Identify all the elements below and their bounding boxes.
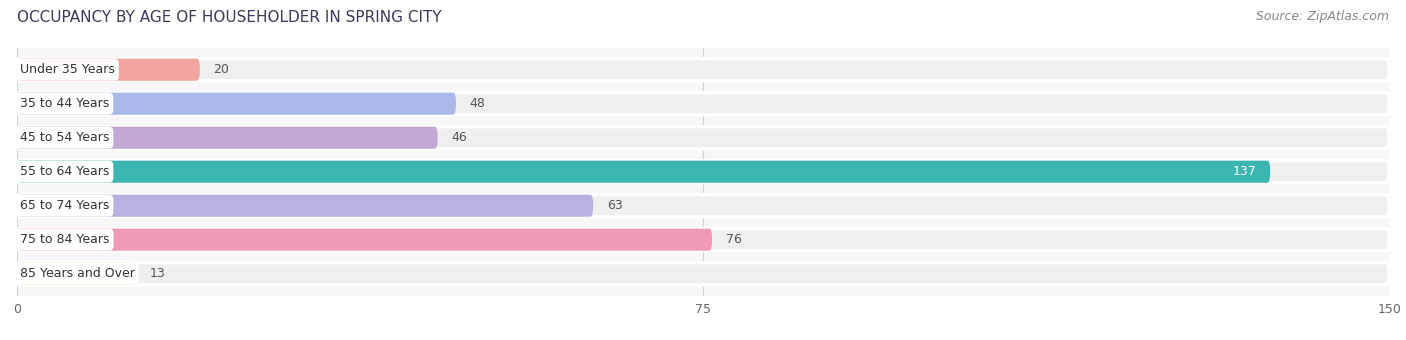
Text: OCCUPANCY BY AGE OF HOUSEHOLDER IN SPRING CITY: OCCUPANCY BY AGE OF HOUSEHOLDER IN SPRIN… [17, 10, 441, 25]
FancyBboxPatch shape [17, 194, 1389, 217]
Text: 48: 48 [470, 97, 485, 110]
Text: 63: 63 [607, 199, 623, 212]
Text: 75 to 84 Years: 75 to 84 Years [20, 233, 110, 246]
Text: 85 Years and Over: 85 Years and Over [20, 267, 135, 280]
Text: Source: ZipAtlas.com: Source: ZipAtlas.com [1256, 10, 1389, 23]
Text: 76: 76 [725, 233, 742, 246]
FancyBboxPatch shape [17, 229, 713, 251]
FancyBboxPatch shape [17, 161, 1270, 183]
Text: 35 to 44 Years: 35 to 44 Years [20, 97, 108, 110]
FancyBboxPatch shape [17, 126, 437, 149]
FancyBboxPatch shape [17, 262, 136, 285]
Text: 55 to 64 Years: 55 to 64 Years [20, 165, 110, 178]
FancyBboxPatch shape [17, 262, 1389, 285]
FancyBboxPatch shape [17, 229, 1389, 251]
Text: 20: 20 [214, 63, 229, 76]
FancyBboxPatch shape [17, 58, 200, 81]
FancyBboxPatch shape [17, 92, 456, 115]
Text: 65 to 74 Years: 65 to 74 Years [20, 199, 110, 212]
Text: 137: 137 [1233, 165, 1257, 178]
FancyBboxPatch shape [17, 161, 1389, 183]
Text: 45 to 54 Years: 45 to 54 Years [20, 131, 110, 144]
Text: 13: 13 [149, 267, 166, 280]
FancyBboxPatch shape [17, 194, 593, 217]
FancyBboxPatch shape [17, 58, 1389, 81]
Text: Under 35 Years: Under 35 Years [20, 63, 114, 76]
FancyBboxPatch shape [17, 92, 1389, 115]
Text: 46: 46 [451, 131, 467, 144]
FancyBboxPatch shape [17, 126, 1389, 149]
